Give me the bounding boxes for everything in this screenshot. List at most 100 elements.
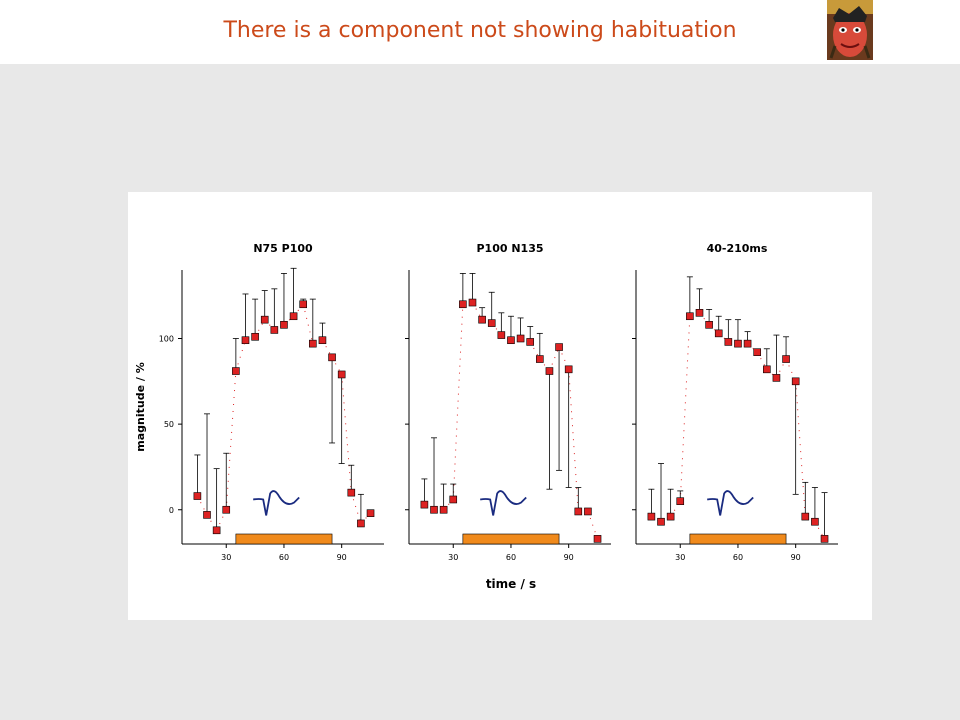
- trend-dotted-line: [491, 322, 502, 336]
- data-point: [260, 315, 269, 324]
- x-tick-label: 60: [733, 553, 743, 562]
- data-point: [468, 298, 477, 307]
- trend-dotted-line: [341, 374, 352, 493]
- data-point: [574, 507, 583, 516]
- trend-dotted-line: [548, 346, 560, 372]
- x-tick-label: 90: [791, 553, 801, 562]
- trend-dotted-line: [699, 312, 710, 326]
- trend-dotted-line: [679, 316, 691, 502]
- x-tick-label: 30: [448, 553, 458, 562]
- trend-dotted-line: [235, 340, 246, 372]
- x-tick-label: 60: [279, 553, 289, 562]
- x-tick-label: 60: [506, 553, 516, 562]
- data-point: [526, 338, 535, 346]
- data-point: [193, 492, 202, 500]
- data-point: [299, 300, 307, 309]
- data-point: [280, 321, 288, 329]
- erp-waveform: [707, 490, 754, 516]
- trend-dotted-line: [350, 492, 362, 524]
- figure-panel: N75 P100 0 50 100 30 60 90 P100 N135 30 60 90 40-21…: [128, 192, 872, 620]
- data-point: [555, 343, 563, 351]
- data-point: [309, 339, 317, 348]
- data-point: [714, 329, 723, 338]
- data-point: [497, 331, 506, 339]
- data-point: [516, 334, 525, 343]
- data-point: [724, 338, 733, 346]
- data-point: [439, 505, 448, 514]
- panel-title: N75 P100: [253, 242, 313, 255]
- data-point: [695, 309, 704, 317]
- data-point: [734, 339, 742, 348]
- trend-dotted-line: [452, 304, 464, 500]
- data-point: [791, 377, 800, 386]
- data-point: [536, 355, 544, 363]
- data-point: [318, 336, 327, 345]
- data-point: [366, 509, 375, 517]
- data-point: [753, 348, 762, 356]
- data-point: [347, 488, 356, 497]
- data-point: [705, 321, 713, 329]
- data-point: [676, 497, 685, 505]
- trend-dotted-line: [264, 319, 275, 331]
- data-point: [686, 312, 694, 321]
- data-point: [743, 339, 752, 348]
- data-point: [593, 535, 602, 543]
- data-point: [430, 505, 438, 514]
- portrait-image: [827, 0, 873, 60]
- erp-waveform: [253, 490, 300, 516]
- data-point: [666, 512, 675, 521]
- data-point: [212, 526, 221, 535]
- data-point: [657, 517, 665, 526]
- data-point: [420, 500, 429, 509]
- y-axis-label: magnitude / %: [134, 362, 147, 451]
- x-tick-label: 90: [337, 553, 347, 562]
- trend-dotted-line: [293, 303, 304, 317]
- y-tick-label: 50: [164, 420, 174, 429]
- trend-dotted-line: [360, 512, 371, 524]
- trend-dotted-line: [443, 499, 454, 511]
- data-point: [763, 365, 771, 374]
- slide-header: There is a component not showing habitua…: [0, 0, 960, 64]
- data-point: [222, 505, 231, 514]
- slide-title: There is a component not showing habitua…: [223, 18, 737, 43]
- panel-title: 40-210ms: [707, 242, 768, 255]
- speaker-portrait: [827, 0, 873, 60]
- data-point: [289, 312, 298, 321]
- trend-dotted-line: [587, 511, 599, 540]
- panel-title: P100 N135: [476, 242, 543, 255]
- data-point: [449, 495, 458, 504]
- data-point: [251, 332, 259, 341]
- data-point: [270, 326, 279, 334]
- trend-dotted-line: [225, 371, 237, 510]
- data-point: [337, 370, 346, 379]
- trend-dotted-line: [539, 358, 550, 372]
- x-tick-label: 90: [564, 553, 574, 562]
- data-point: [459, 300, 467, 309]
- data-point: [203, 511, 211, 519]
- data-point: [478, 315, 486, 324]
- data-point: [811, 517, 819, 526]
- data-point: [801, 512, 810, 521]
- data-point: [232, 367, 240, 375]
- stimulus-bar: [235, 533, 333, 545]
- data-point: [584, 507, 592, 516]
- data-point: [357, 519, 365, 528]
- y-tick-label: 0: [169, 506, 174, 515]
- data-point: [820, 535, 829, 543]
- data-point: [241, 336, 250, 345]
- data-point: [487, 319, 496, 327]
- data-point: [328, 353, 336, 362]
- x-axis-label: time / s: [486, 577, 536, 591]
- trend-dotted-line: [568, 369, 579, 512]
- stimulus-bar: [689, 533, 787, 545]
- trend-dotted-line: [302, 304, 314, 344]
- data-point: [564, 365, 573, 374]
- data-point: [507, 336, 515, 345]
- y-tick-label: 100: [159, 335, 174, 344]
- x-tick-label: 30: [221, 553, 231, 562]
- trend-dotted-line: [795, 381, 806, 517]
- data-point: [772, 374, 781, 382]
- habituation-chart: N75 P100 0 50 100 30 60 90 P100 N135 30 60 90 40-21…: [134, 242, 838, 591]
- data-point: [545, 367, 554, 375]
- data-point: [782, 355, 790, 363]
